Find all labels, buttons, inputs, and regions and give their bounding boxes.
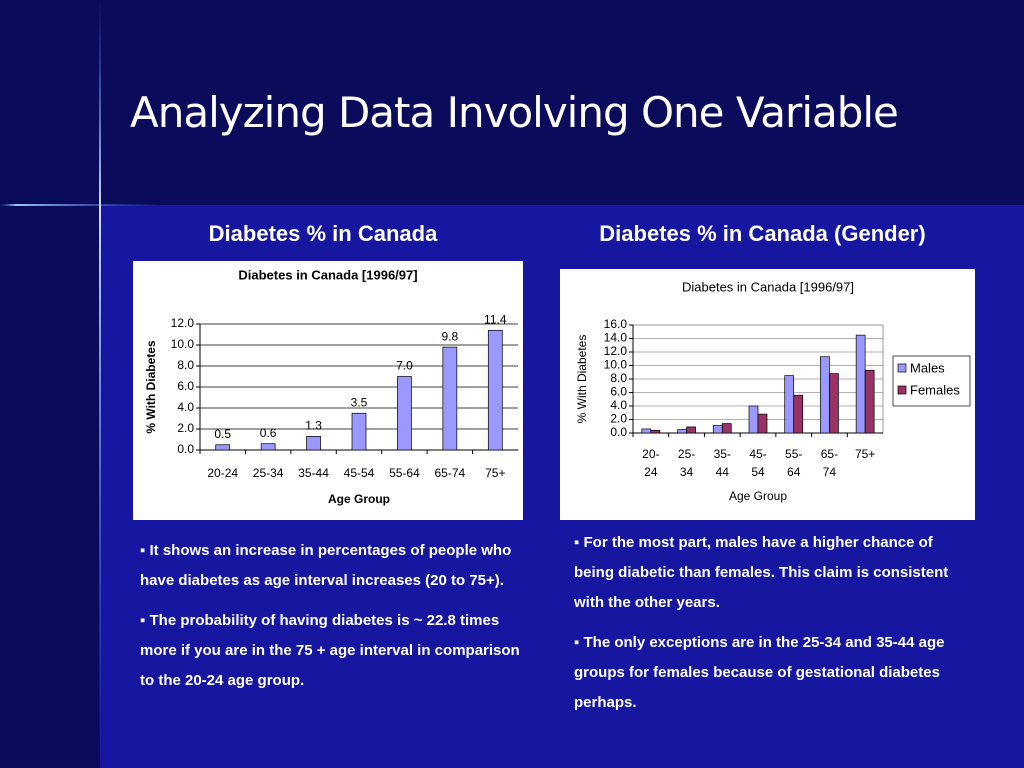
y-tick-label: 0.0 bbox=[177, 442, 194, 456]
chart-panel bbox=[133, 261, 523, 520]
heading: Diabetes % in Canada bbox=[208, 221, 438, 246]
chart-title: Diabetes in Canada [1996/97] bbox=[238, 267, 417, 282]
bar bbox=[215, 444, 231, 451]
bullet: It shows an increase in percentages of p… bbox=[140, 536, 535, 596]
x-tick-label-box: 20-24 bbox=[642, 447, 660, 479]
x-tick-label: 65-74 bbox=[820, 447, 839, 479]
accent-line bbox=[99, 0, 101, 768]
data-label: 0.5 bbox=[214, 427, 231, 441]
x-tick-label-box: 45-54 bbox=[749, 447, 767, 479]
y-tick-label: 12.0 bbox=[604, 344, 628, 358]
x-tick-label: 35-44 bbox=[713, 447, 731, 479]
bar bbox=[820, 356, 830, 434]
x-tick-label: 35-44 bbox=[298, 466, 329, 480]
x-tick-label-box: 75+ bbox=[854, 447, 876, 461]
bar bbox=[793, 394, 804, 434]
x-tick-label-box: 45-54 bbox=[343, 466, 375, 480]
slide-title: Analyzing Data Involving One Variable bbox=[130, 88, 899, 137]
x-tick-label: 45-54 bbox=[343, 466, 375, 480]
x-tick-label: 75+ bbox=[485, 466, 506, 480]
bar bbox=[677, 429, 687, 434]
bar bbox=[650, 429, 661, 434]
x-axis-title: Age Group bbox=[328, 492, 390, 506]
y-tick-label: 0.0 bbox=[610, 425, 627, 439]
y-tick-label: 6.0 bbox=[177, 379, 194, 393]
y-tick-label: 8.0 bbox=[177, 358, 194, 372]
bar bbox=[641, 428, 652, 434]
bar bbox=[351, 412, 367, 451]
y-tick-label: 2.0 bbox=[610, 412, 627, 426]
x-tick-label-box: 35-44 bbox=[713, 447, 731, 479]
x-tick-label-box: 65-74 bbox=[434, 466, 466, 480]
accent-line bbox=[0, 204, 160, 206]
bar bbox=[260, 443, 276, 451]
x-tick-label: 25-34 bbox=[252, 466, 284, 480]
y-tick-label: 6.0 bbox=[610, 385, 627, 399]
y-tick-label: 10.0 bbox=[171, 337, 195, 351]
legend-label: Females bbox=[910, 382, 960, 397]
bar bbox=[757, 413, 768, 434]
bar bbox=[784, 375, 795, 434]
y-tick-label: 4.0 bbox=[610, 398, 627, 412]
bar bbox=[864, 369, 875, 434]
bar bbox=[748, 405, 759, 434]
data-label: 7.0 bbox=[396, 359, 413, 373]
y-axis-title: % With Diabetes bbox=[575, 335, 589, 424]
y-tick-label: 12.0 bbox=[171, 316, 195, 330]
x-tick-label: 75+ bbox=[854, 447, 876, 461]
bar bbox=[397, 376, 412, 451]
bar bbox=[487, 329, 503, 451]
bar bbox=[721, 423, 732, 434]
x-tick-label-box: 75+ bbox=[485, 466, 506, 480]
data-label: 1.3 bbox=[305, 419, 322, 433]
x-tick-label-box: 25-34 bbox=[252, 466, 284, 480]
legend-swatch bbox=[897, 385, 907, 395]
bullet-list: It shows an increase in percentages of p… bbox=[140, 536, 535, 706]
x-tick-label: 25-34 bbox=[677, 447, 696, 479]
bar bbox=[442, 346, 458, 451]
heading: Diabetes % in Canada (Gender) bbox=[599, 221, 926, 246]
bar bbox=[306, 436, 321, 451]
x-tick-label: 20-24 bbox=[642, 447, 660, 479]
x-tick-label: 20-24 bbox=[207, 466, 239, 480]
x-tick-label: 45-54 bbox=[749, 447, 767, 479]
y-tick-label: 4.0 bbox=[177, 400, 194, 414]
x-tick-label: 55-64 bbox=[389, 466, 420, 480]
bullet: For the most part, males have a higher c… bbox=[574, 528, 959, 618]
bar bbox=[829, 373, 839, 434]
y-tick-label: 2.0 bbox=[177, 421, 194, 435]
x-tick-label: 55-64 bbox=[785, 447, 803, 479]
data-label: 9.8 bbox=[442, 329, 459, 343]
y-tick-label: 14.0 bbox=[604, 331, 628, 345]
y-tick-label: 16.0 bbox=[604, 317, 628, 331]
legend-swatch bbox=[897, 363, 907, 373]
bullet-list: For the most part, males have a higher c… bbox=[574, 528, 959, 728]
x-tick-label-box: 55-64 bbox=[785, 447, 803, 479]
bullet: The only exceptions are in the 25-34 and… bbox=[574, 628, 959, 718]
y-tick-label: 10.0 bbox=[604, 358, 628, 372]
data-label: 3.5 bbox=[351, 395, 368, 409]
x-tick-label-box: 20-24 bbox=[207, 466, 239, 480]
bar bbox=[855, 334, 866, 434]
bar bbox=[686, 426, 696, 434]
bullet: The probability of having diabetes is ~ … bbox=[140, 606, 535, 696]
chart-title: Diabetes in Canada [1996/97] bbox=[682, 279, 854, 294]
data-label: 0.6 bbox=[260, 426, 277, 440]
x-tick-label-box: 55-64 bbox=[389, 466, 420, 480]
x-tick-label-box: 65-74 bbox=[820, 447, 839, 479]
x-axis-title: Age Group bbox=[729, 489, 787, 503]
x-tick-label: 65-74 bbox=[434, 466, 466, 480]
y-tick-label: 8.0 bbox=[610, 371, 627, 385]
x-tick-label-box: 25-34 bbox=[677, 447, 696, 479]
bar bbox=[712, 425, 723, 434]
x-tick-label-box: 35-44 bbox=[298, 466, 329, 480]
data-label: 11.4 bbox=[484, 312, 507, 326]
y-axis-title: % With Diabetes bbox=[144, 340, 158, 434]
legend-label: Males bbox=[910, 360, 945, 375]
